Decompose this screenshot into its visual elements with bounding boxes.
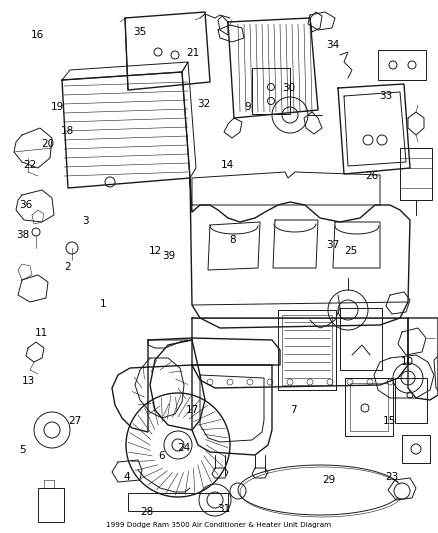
Text: 6: 6 bbox=[159, 451, 166, 461]
Bar bbox=[252, 68, 290, 114]
Text: 21: 21 bbox=[186, 49, 199, 58]
Bar bbox=[340, 308, 382, 370]
Bar bbox=[38, 488, 64, 522]
Text: 31: 31 bbox=[217, 504, 230, 514]
Text: 5: 5 bbox=[19, 446, 26, 455]
Text: 9: 9 bbox=[244, 102, 251, 111]
Bar bbox=[378, 50, 426, 80]
Bar bbox=[278, 310, 336, 390]
Text: 1999 Dodge Ram 3500 Air Conditioner & Heater Unit Diagram: 1999 Dodge Ram 3500 Air Conditioner & He… bbox=[106, 522, 332, 528]
Bar bbox=[345, 378, 393, 436]
Text: 17: 17 bbox=[186, 406, 199, 415]
Text: 23: 23 bbox=[385, 472, 399, 482]
Text: 11: 11 bbox=[35, 328, 48, 338]
Bar bbox=[350, 383, 388, 431]
Text: 26: 26 bbox=[366, 171, 379, 181]
Text: 35: 35 bbox=[134, 27, 147, 37]
Text: 19: 19 bbox=[50, 102, 64, 111]
Bar bbox=[395, 378, 427, 423]
Bar bbox=[128, 493, 228, 511]
Text: 38: 38 bbox=[16, 230, 29, 239]
Bar bbox=[400, 148, 432, 200]
Text: 14: 14 bbox=[221, 160, 234, 170]
Text: 8: 8 bbox=[229, 235, 236, 245]
Text: 33: 33 bbox=[379, 91, 392, 101]
Text: 34: 34 bbox=[326, 41, 339, 50]
Text: 1: 1 bbox=[99, 299, 106, 309]
Text: 29: 29 bbox=[322, 475, 335, 484]
Text: 30: 30 bbox=[283, 83, 296, 93]
Text: 32: 32 bbox=[197, 99, 210, 109]
Text: 15: 15 bbox=[383, 416, 396, 426]
Bar bbox=[282, 315, 332, 385]
Text: 24: 24 bbox=[177, 443, 191, 453]
Text: 3: 3 bbox=[82, 216, 89, 226]
Text: 4: 4 bbox=[124, 472, 131, 482]
Text: 13: 13 bbox=[22, 376, 35, 386]
Text: 18: 18 bbox=[61, 126, 74, 135]
Text: 39: 39 bbox=[162, 251, 175, 261]
Text: 28: 28 bbox=[140, 507, 153, 516]
Bar bbox=[402, 435, 430, 463]
Text: 7: 7 bbox=[290, 406, 297, 415]
Text: 25: 25 bbox=[344, 246, 357, 255]
Text: 12: 12 bbox=[149, 246, 162, 255]
Text: 22: 22 bbox=[23, 160, 36, 170]
Text: 36: 36 bbox=[20, 200, 33, 210]
Text: 37: 37 bbox=[326, 240, 339, 250]
Text: 20: 20 bbox=[42, 139, 55, 149]
Text: 16: 16 bbox=[31, 30, 44, 39]
Text: 27: 27 bbox=[68, 416, 81, 426]
Text: 10: 10 bbox=[401, 358, 414, 367]
Text: 2: 2 bbox=[64, 262, 71, 271]
